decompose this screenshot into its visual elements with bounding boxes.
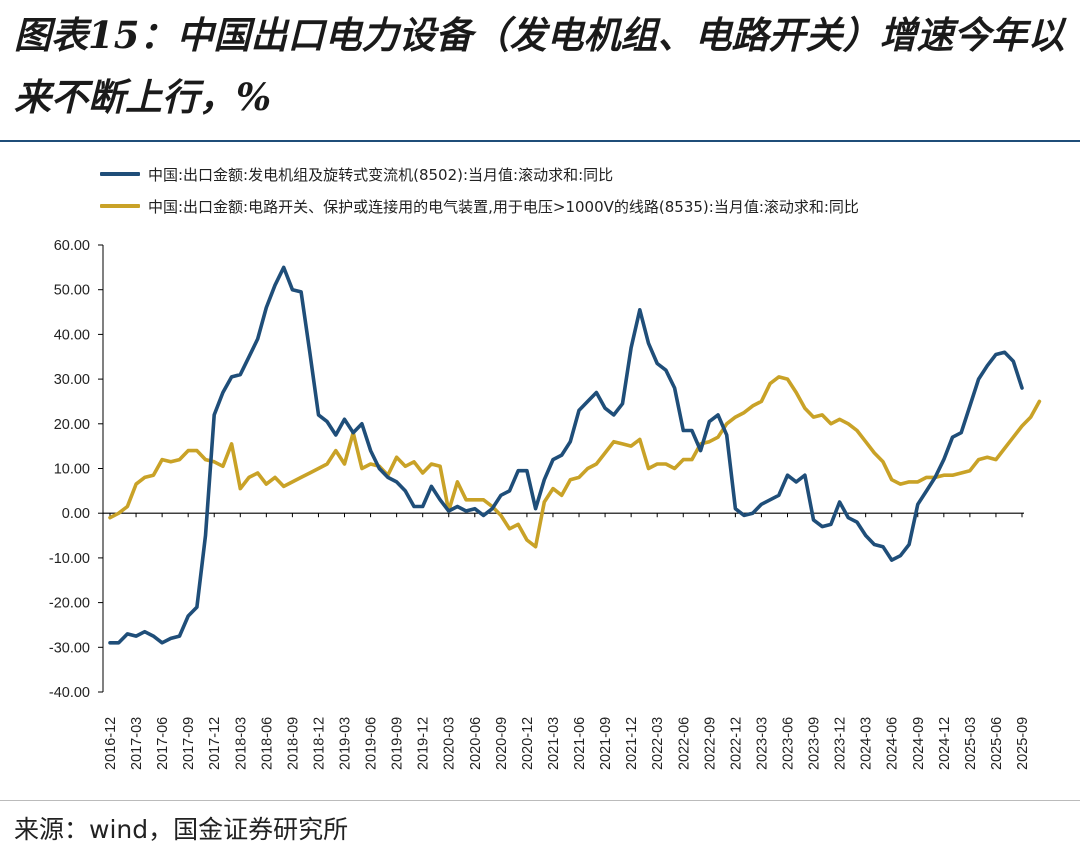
y-tick-label: 40.00 (54, 327, 90, 343)
chart-title: 图表15：中国出口电力设备（发电机组、电路开关）增速今年以来不断上行，% (14, 13, 1065, 119)
y-tick-label: -30.00 (49, 640, 90, 656)
y-tick-label: 50.00 (54, 283, 90, 299)
x-tick-label: 2017-12 (207, 717, 223, 770)
x-tick-label: 2020-09 (494, 717, 510, 770)
chart-legend: 中国:出口金额:发电机组及旋转式变流机(8502):当月值:滚动求和:同比 中国… (100, 158, 859, 222)
x-tick-label: 2022-06 (676, 717, 692, 770)
y-tick-label: -10.00 (49, 551, 90, 567)
x-tick-label: 2018-12 (311, 717, 327, 770)
x-tick-label: 2021-12 (624, 717, 640, 770)
y-tick-label: 10.00 (54, 462, 90, 478)
legend-item-series1: 中国:出口金额:发电机组及旋转式变流机(8502):当月值:滚动求和:同比 (100, 158, 859, 190)
source-divider (0, 800, 1080, 801)
x-tick-label: 2018-03 (233, 717, 249, 770)
x-tick-label: 2020-03 (442, 717, 458, 770)
x-tick-label: 2021-03 (546, 717, 562, 770)
x-tick-label: 2023-03 (754, 717, 770, 770)
legend-swatch-series2 (100, 204, 140, 208)
y-tick-label: -20.00 (49, 596, 90, 612)
x-tick-label: 2022-03 (650, 717, 666, 770)
x-tick-label: 2020-06 (468, 717, 484, 770)
x-tick-label: 2023-09 (807, 717, 823, 770)
title-divider (0, 140, 1080, 142)
x-tick-label: 2023-06 (780, 717, 796, 770)
y-tick-label: 60.00 (54, 238, 90, 254)
series-line-generator-sets (108, 265, 1024, 645)
legend-label-series2: 中国:出口金额:电路开关、保护或连接用的电气装置,用于电压>1000V的线路(8… (148, 197, 859, 216)
x-tick-label: 2024-09 (911, 717, 927, 770)
x-tick-label: 2018-09 (285, 717, 301, 770)
x-tick-label: 2016-12 (103, 717, 119, 770)
x-tick-label: 2018-06 (259, 717, 275, 770)
x-tick-label: 2017-03 (129, 717, 145, 770)
x-tick-label: 2025-06 (989, 717, 1005, 770)
x-tick-label: 2017-06 (155, 717, 171, 770)
x-tick-label: 2024-03 (859, 717, 875, 770)
x-tick-label: 2020-12 (520, 717, 536, 770)
x-tick-label: 2023-12 (833, 717, 849, 770)
legend-swatch-series1 (100, 172, 140, 176)
y-tick-label: -40.00 (49, 685, 90, 701)
x-tick-label: 2025-09 (1015, 717, 1031, 770)
x-tick-label: 2017-09 (181, 717, 197, 770)
x-tick-label: 2022-12 (728, 717, 744, 770)
x-tick-label: 2024-12 (937, 717, 953, 770)
x-tick-label: 2019-06 (364, 717, 380, 770)
x-tick-label: 2019-03 (338, 717, 354, 770)
y-tick-label: 20.00 (54, 417, 90, 433)
x-tick-label: 2021-06 (572, 717, 588, 770)
x-tick-label: 2019-12 (416, 717, 432, 770)
legend-item-series2: 中国:出口金额:电路开关、保护或连接用的电气装置,用于电压>1000V的线路(8… (100, 190, 859, 222)
y-tick-label: 0.00 (62, 506, 90, 522)
x-tick-label: 2019-09 (390, 717, 406, 770)
legend-label-series1: 中国:出口金额:发电机组及旋转式变流机(8502):当月值:滚动求和:同比 (148, 165, 614, 184)
x-tick-label: 2021-09 (598, 717, 614, 770)
series-line-circuit-switches (108, 375, 1042, 549)
y-tick-label: 30.00 (54, 372, 90, 388)
x-tick-label: 2024-06 (885, 717, 901, 770)
x-tick-label: 2025-03 (963, 717, 979, 770)
line-chart: 60.00 50.00 40.00 30.00 20.00 10.00 0.00 -10.00… (49, 238, 1042, 770)
source-note: 来源：wind，国金证券研究所 (14, 815, 349, 844)
x-tick-label: 2022-09 (702, 717, 718, 770)
